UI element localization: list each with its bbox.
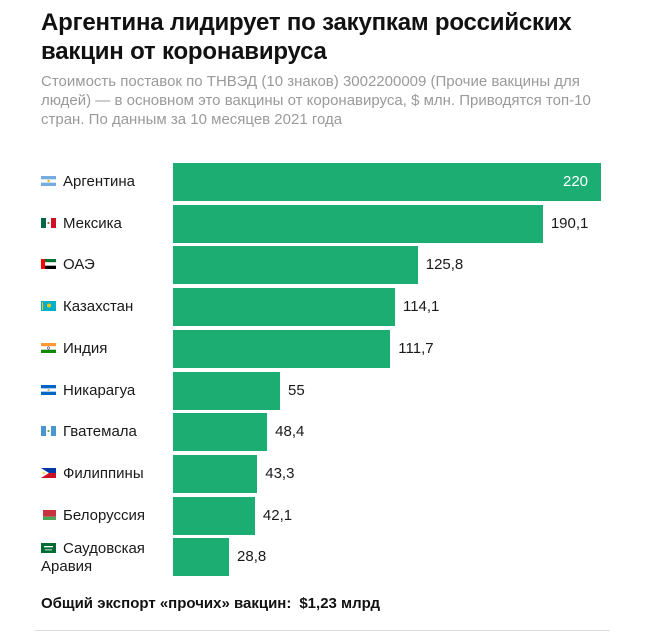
chart-title: Аргентина лидирует по закупкам российски… — [41, 9, 572, 65]
bottom-divider — [35, 630, 610, 631]
bar — [173, 371, 280, 410]
bar-row: Белоруссия 42,1 — [0, 496, 646, 535]
bar — [173, 246, 418, 285]
mexico-flag-icon — [41, 217, 56, 228]
bar — [173, 204, 543, 243]
argentina-flag-icon — [41, 176, 56, 186]
chart-subtitle: Стоимость поставок по ТНВЭД (10 знаков) … — [41, 73, 591, 128]
bar — [173, 163, 601, 201]
bar-row: Никарагуа 55 — [0, 371, 646, 410]
total-export-amount: $1,23 млрд — [299, 595, 380, 612]
data-label: 111,7 — [398, 339, 434, 357]
kazakhstan-flag-icon — [41, 301, 56, 312]
bar-row: Индия 111,7 — [0, 329, 646, 368]
category-label: Индия — [63, 339, 108, 357]
bar-row: Казахстан 114,1 — [0, 288, 646, 327]
uae-flag-icon — [41, 259, 56, 270]
bar-row: Аргентина 220 — [0, 163, 646, 201]
nicaragua-flag-icon — [41, 384, 56, 395]
philippines-flag-icon — [41, 467, 56, 478]
india-flag-icon — [41, 342, 56, 353]
guatemala-flag-icon — [41, 426, 56, 437]
category-label: Филиппины — [63, 464, 144, 482]
bar — [173, 288, 395, 327]
bar-row: Филиппины 43,3 — [0, 454, 646, 493]
data-label: 28,8 — [237, 548, 267, 566]
bar-row: ОАЭ 125,8 — [0, 246, 646, 285]
category-label: Никарагуа — [63, 381, 136, 399]
data-label: 125,8 — [425, 256, 464, 274]
category-label: Аргентина — [63, 173, 135, 190]
category-label: Саудовская Аравия — [41, 540, 145, 576]
bar — [173, 413, 268, 452]
data-label: 48,4 — [275, 423, 305, 441]
category-label: Белоруссия — [63, 506, 145, 524]
data-label: 114,1 — [402, 298, 440, 316]
data-label: 42,1 — [262, 506, 293, 524]
bar-row: Мексика 190,1 — [0, 204, 646, 243]
category-label: Казахстан — [63, 298, 134, 316]
category-label: Гватемала — [63, 423, 137, 441]
total-export-label: Общий экспорт «прочих» вакцин: — [41, 595, 292, 612]
saudi-arabia-flag-icon — [41, 543, 56, 554]
bar — [173, 454, 258, 493]
data-label: 55 — [288, 381, 305, 399]
category-label: Мексика — [63, 214, 122, 232]
bar-row: Гватемала 48,4 — [0, 413, 646, 452]
data-label: 220 — [563, 173, 589, 190]
data-label: 43,3 — [265, 464, 295, 482]
category-label: ОАЭ — [63, 256, 95, 274]
bar — [173, 496, 255, 535]
bar — [173, 329, 391, 368]
total-export-line: Общий экспорт «прочих» вакцин: $1,23 млрд — [41, 595, 380, 612]
bar — [173, 538, 230, 577]
belarus-flag-icon — [41, 509, 56, 520]
bar-row: Саудовская Аравия 28,8 — [0, 538, 646, 577]
data-label: 190,1 — [550, 214, 589, 232]
